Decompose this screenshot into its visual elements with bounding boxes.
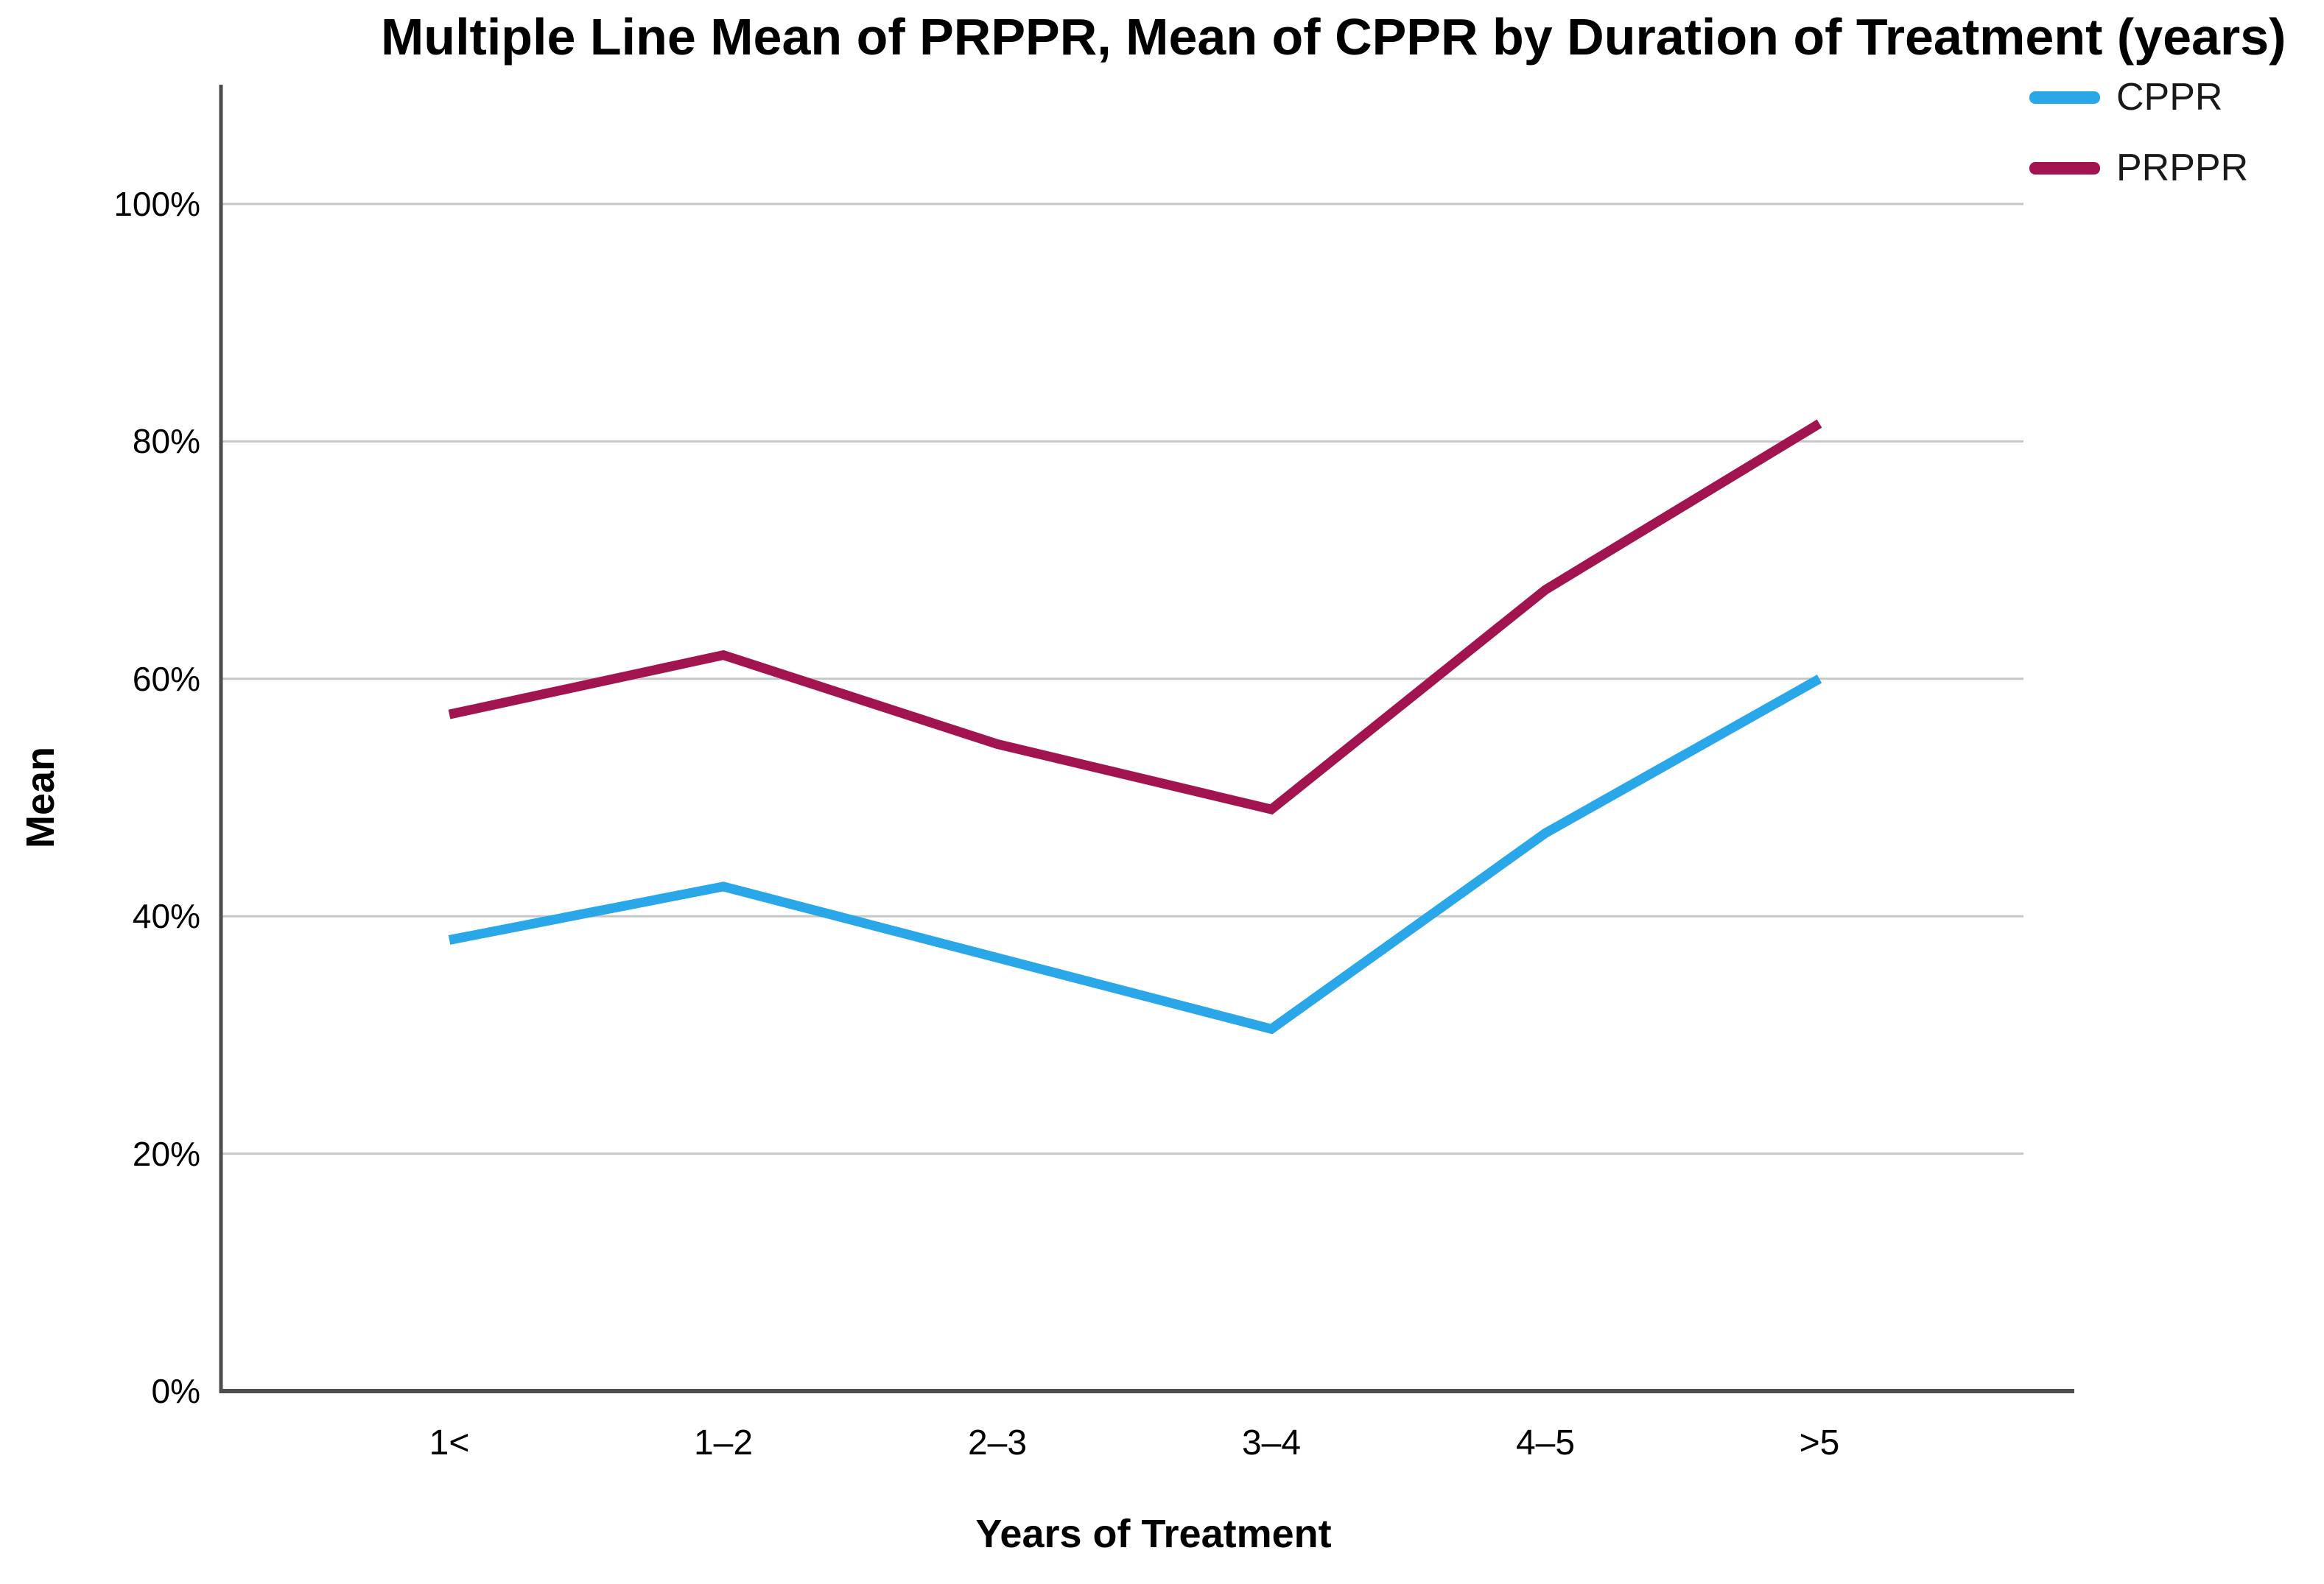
x-axis-title: Years of Treatment [975,1512,1332,1556]
x-tick-label-1: 1< [429,1423,470,1462]
prppr-line-swatch [2029,161,2100,175]
y-tick-label-60%: 60% [132,659,200,698]
y-tick-label-40%: 40% [132,897,200,936]
legend-label-prppr: PRPPR [2116,147,2249,189]
y-tick-label-80%: 80% [132,422,200,461]
legend-item-cppr: CPPR [2029,74,2248,121]
x-tick-label-4: 3–4 [1241,1423,1302,1462]
legend-item-prppr: PRPPR [2029,144,2248,191]
y-axis-title: Mean [18,746,63,849]
y-tick-label-100%: 100% [113,185,200,223]
series-line-prppr [448,419,1822,815]
series-line-cppr [448,675,1822,1035]
x-tick-label-5: 4–5 [1515,1423,1576,1462]
x-tick-label-6: >5 [1799,1423,1840,1462]
legend-label-cppr: CPPR [2116,76,2223,119]
chart-title: Multiple Line Mean of PRPPR, Mean of CPP… [381,8,2286,66]
cppr-line-swatch [2029,91,2100,104]
legend: CPPR PRPPR [2029,74,2248,215]
y-tick-label-0%: 0% [151,1372,200,1410]
y-tick-label-20%: 20% [132,1134,200,1173]
x-tick-label-2: 1–2 [693,1423,754,1462]
x-tick-label-3: 2–3 [967,1423,1028,1462]
